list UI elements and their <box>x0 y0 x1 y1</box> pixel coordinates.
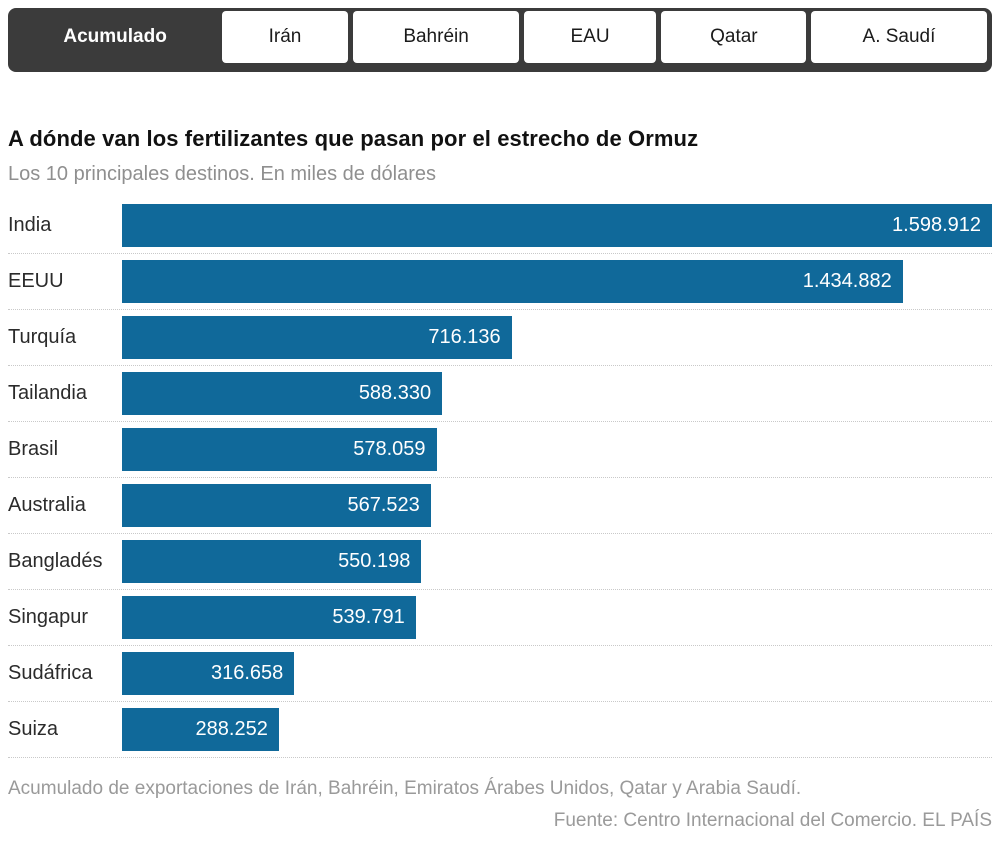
value-label: 316.658 <box>211 662 284 684</box>
chart-row: EEUU 1.434.882 <box>8 254 992 310</box>
chart-row: Turquía 716.136 <box>8 310 992 366</box>
source-credit: Fuente: Centro Internacional del Comerci… <box>553 810 992 831</box>
bar: 567.523 <box>122 484 431 527</box>
category-label: Singapur <box>8 606 89 628</box>
bar-track: 288.252 <box>122 708 992 751</box>
tab-bahr-in[interactable]: Bahréin <box>353 11 519 63</box>
category-label: Bangladés <box>8 550 103 572</box>
chart-row: Singapur 539.791 <box>8 590 992 646</box>
category-label: EEUU <box>8 270 64 292</box>
chart-row: Australia 567.523 <box>8 478 992 534</box>
value-label: 567.523 <box>347 494 420 516</box>
chart-row: India 1.598.912 <box>8 198 992 254</box>
value-label: 588.330 <box>358 382 432 404</box>
bar: 1.598.912 <box>122 204 992 247</box>
bar-track: 1.598.912 <box>122 204 992 247</box>
tab-qatar[interactable]: Qatar <box>661 11 807 63</box>
bar-track: 550.198 <box>122 540 992 583</box>
bar-track: 316.658 <box>122 652 992 695</box>
bar-chart: India 1.598.912 EEUU 1.434.882 Turquía 716.13… <box>8 198 992 758</box>
bar: 288.252 <box>122 708 279 751</box>
chart-row: Tailandia 588.330 <box>8 366 992 422</box>
tab-bar: Acumulado Irán Bahréin EAU Qatar A. Saudí <box>8 8 992 72</box>
bar-track: 716.136 <box>122 316 992 359</box>
category-label: Sudáfrica <box>8 662 93 684</box>
bar: 588.330 <box>122 372 443 415</box>
bar-track: 588.330 <box>122 372 992 415</box>
tab-eau[interactable]: EAU <box>523 11 657 63</box>
bar-track: 1.434.882 <box>122 260 992 303</box>
chart-row: Brasil 578.059 <box>8 422 992 478</box>
value-label: 716.136 <box>428 326 501 348</box>
value-label: 1.598.912 <box>892 214 981 236</box>
chart-footer: Acumulado de exportaciones de Irán, Bahr… <box>8 776 992 834</box>
footnote: Acumulado de exportaciones de Irán, Bahr… <box>8 778 802 799</box>
bar: 316.658 <box>122 652 295 695</box>
bar-track: 578.059 <box>122 428 992 471</box>
value-label: 1.434.882 <box>802 270 892 292</box>
category-label: Brasil <box>8 438 59 460</box>
tab-acumulado[interactable]: Acumulado <box>63 26 167 47</box>
chart-subtitle: Los 10 principales destinos. En miles de… <box>8 163 437 185</box>
tab-ir-n[interactable]: Irán <box>221 11 349 63</box>
category-label: India <box>8 214 52 236</box>
category-label: Tailandia <box>8 382 87 404</box>
bar: 550.198 <box>122 540 422 583</box>
category-label: Turquía <box>8 326 77 348</box>
bar: 539.791 <box>122 596 416 639</box>
chart-title: A dónde van los fertilizantes que pasan … <box>8 126 699 151</box>
chart-row: Suiza 288.252 <box>8 702 992 758</box>
chart-row: Sudáfrica 316.658 <box>8 646 992 702</box>
value-label: 578.059 <box>353 438 426 460</box>
value-label: 288.252 <box>195 718 268 740</box>
category-label: Suiza <box>8 718 59 740</box>
bar: 1.434.882 <box>122 260 903 303</box>
bar-track: 539.791 <box>122 596 992 639</box>
bar-track: 567.523 <box>122 484 992 527</box>
value-label: 539.791 <box>332 606 405 628</box>
bar: 578.059 <box>122 428 437 471</box>
value-label: 550.198 <box>338 550 411 572</box>
bar: 716.136 <box>122 316 512 359</box>
tab-a-saud-[interactable]: A. Saudí <box>811 11 987 63</box>
category-label: Australia <box>8 494 86 516</box>
chart-row: Bangladés 550.198 <box>8 534 992 590</box>
